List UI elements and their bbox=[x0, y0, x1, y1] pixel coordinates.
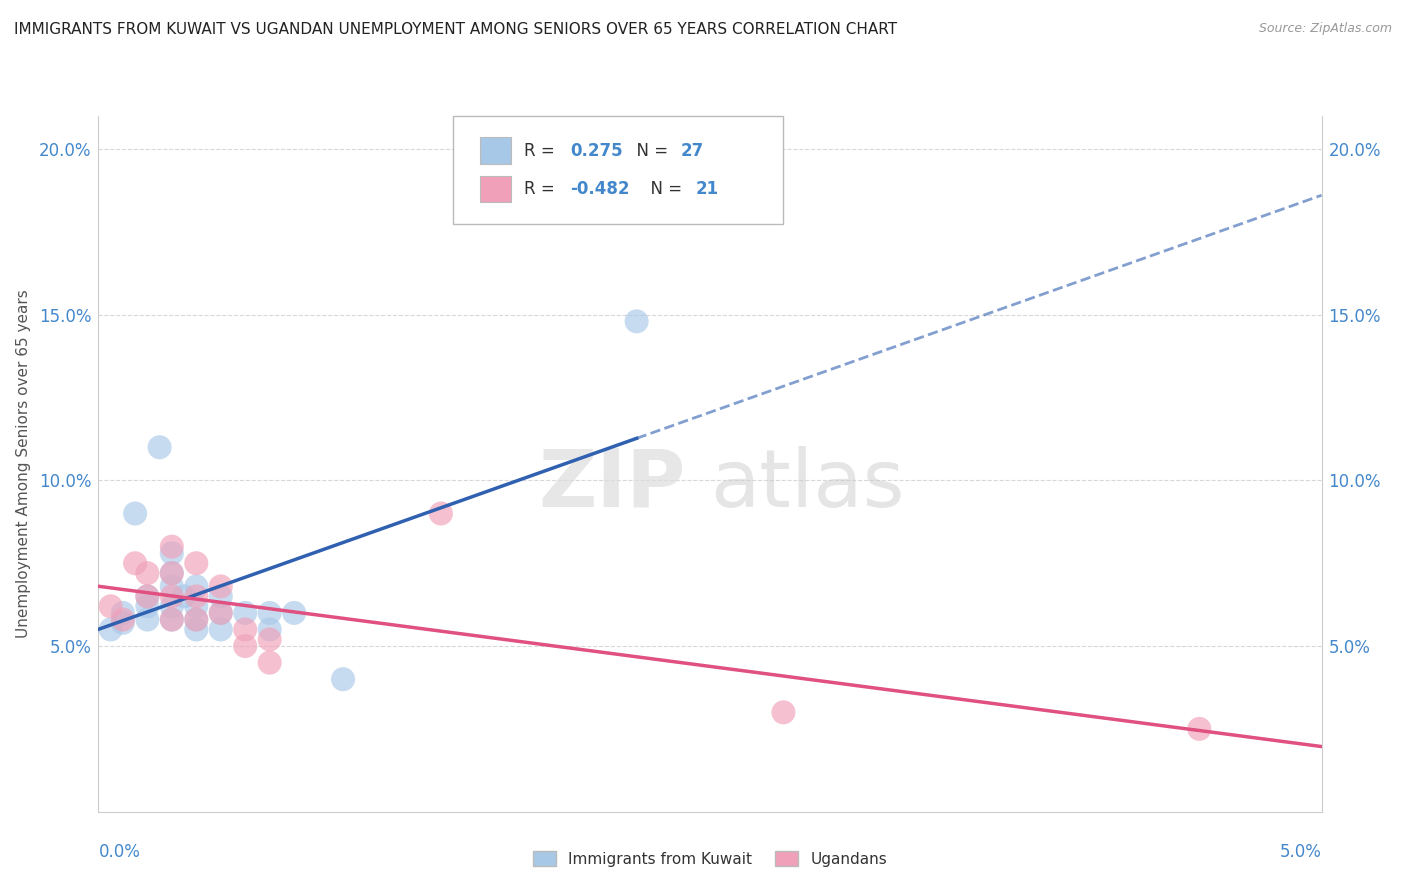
Point bbox=[173, 590, 195, 604]
Point bbox=[259, 632, 281, 647]
Point bbox=[160, 613, 183, 627]
Text: -0.482: -0.482 bbox=[571, 180, 630, 198]
Point bbox=[100, 623, 122, 637]
Point bbox=[160, 613, 183, 627]
Point bbox=[283, 606, 305, 620]
Point bbox=[160, 579, 183, 593]
Point bbox=[186, 623, 208, 637]
Point bbox=[259, 656, 281, 670]
Point bbox=[626, 314, 648, 328]
Point bbox=[136, 590, 159, 604]
Text: 5.0%: 5.0% bbox=[1279, 843, 1322, 861]
Point bbox=[100, 599, 122, 614]
Text: Source: ZipAtlas.com: Source: ZipAtlas.com bbox=[1258, 22, 1392, 36]
Point bbox=[209, 590, 232, 604]
Point bbox=[186, 613, 208, 627]
Legend: Immigrants from Kuwait, Ugandans: Immigrants from Kuwait, Ugandans bbox=[533, 851, 887, 867]
Point bbox=[149, 440, 172, 454]
Point bbox=[160, 599, 183, 614]
Point bbox=[186, 590, 208, 604]
Text: 0.275: 0.275 bbox=[571, 142, 623, 160]
Point bbox=[160, 566, 183, 581]
Point bbox=[111, 615, 134, 630]
Point bbox=[160, 540, 183, 554]
Point bbox=[1188, 722, 1211, 736]
Point bbox=[136, 566, 159, 581]
Point bbox=[111, 613, 134, 627]
Point bbox=[209, 579, 232, 593]
Text: R =: R = bbox=[524, 142, 560, 160]
Point bbox=[124, 507, 146, 521]
Point bbox=[160, 546, 183, 560]
Point bbox=[209, 606, 232, 620]
Point bbox=[160, 590, 183, 604]
Text: N =: N = bbox=[640, 180, 688, 198]
Point bbox=[136, 613, 159, 627]
Point bbox=[124, 556, 146, 570]
FancyBboxPatch shape bbox=[453, 116, 783, 224]
Text: N =: N = bbox=[626, 142, 673, 160]
Point bbox=[233, 623, 256, 637]
Point bbox=[136, 590, 159, 604]
Point bbox=[186, 556, 208, 570]
FancyBboxPatch shape bbox=[479, 137, 510, 164]
Text: 27: 27 bbox=[681, 142, 704, 160]
FancyBboxPatch shape bbox=[479, 176, 510, 202]
Point bbox=[186, 599, 208, 614]
Point bbox=[259, 606, 281, 620]
Point bbox=[233, 606, 256, 620]
Text: IMMIGRANTS FROM KUWAIT VS UGANDAN UNEMPLOYMENT AMONG SENIORS OVER 65 YEARS CORRE: IMMIGRANTS FROM KUWAIT VS UGANDAN UNEMPL… bbox=[14, 22, 897, 37]
Point bbox=[160, 566, 183, 581]
Text: 21: 21 bbox=[696, 180, 718, 198]
Text: ZIP: ZIP bbox=[538, 446, 686, 524]
Text: R =: R = bbox=[524, 180, 560, 198]
Point bbox=[209, 623, 232, 637]
Point bbox=[233, 639, 256, 653]
Point bbox=[111, 606, 134, 620]
Point bbox=[259, 623, 281, 637]
Text: 0.0%: 0.0% bbox=[98, 843, 141, 861]
Point bbox=[772, 706, 794, 720]
Y-axis label: Unemployment Among Seniors over 65 years: Unemployment Among Seniors over 65 years bbox=[15, 290, 31, 638]
Point bbox=[186, 579, 208, 593]
Point bbox=[332, 672, 354, 686]
Text: atlas: atlas bbox=[710, 446, 904, 524]
Point bbox=[136, 599, 159, 614]
Point bbox=[209, 606, 232, 620]
Point bbox=[186, 613, 208, 627]
Point bbox=[430, 507, 453, 521]
